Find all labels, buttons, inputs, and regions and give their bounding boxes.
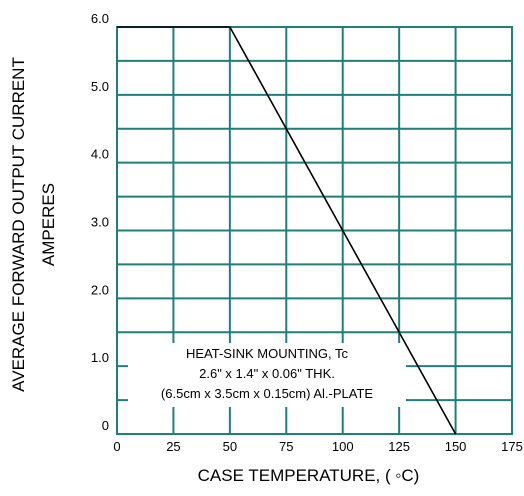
- y-tick-labels: 0 1.0 2.0 3.0 4.0 5.0 6.0: [91, 11, 109, 433]
- annotation-line: (6.5cm x 3.5cm x 0.15cm) Al.-PLATE: [161, 386, 373, 401]
- heat-sink-annotation: HEAT-SINK MOUNTING, Tc 2.6" x 1.4" x 0.06…: [128, 343, 406, 407]
- x-tick-label: 100: [332, 439, 354, 454]
- y-tick-label: 0: [102, 418, 109, 433]
- y-axis-title-line: AVERAGE FORWARD OUTPUT CURRENT: [9, 57, 28, 392]
- x-tick-labels: 0 25 50 75 100 125 150 175: [113, 439, 522, 454]
- y-tick-label: 6.0: [91, 11, 109, 26]
- annotation-line: 2.6" x 1.4" x 0.06" THK.: [199, 366, 335, 381]
- y-tick-label: 3.0: [91, 215, 109, 230]
- y-tick-label: 4.0: [91, 147, 109, 162]
- y-axis-title: AVERAGE FORWARD OUTPUT CURRENT AMPERES: [9, 57, 58, 392]
- series-line: [117, 26, 457, 435]
- x-tick-label: 50: [223, 439, 237, 454]
- x-tick-label: 175: [501, 439, 523, 454]
- y-axis-title-line: AMPERES: [39, 183, 58, 266]
- plot-frame: [116, 26, 513, 435]
- x-tick-label: 25: [166, 439, 180, 454]
- x-tick-label: 75: [279, 439, 293, 454]
- y-tick-label: 5.0: [91, 79, 109, 94]
- x-tick-label: 150: [445, 439, 467, 454]
- y-tick-label: 1.0: [91, 350, 109, 365]
- x-tick-label: 125: [388, 439, 410, 454]
- x-axis-title: CASE TEMPERATURE, ( ◦C): [198, 466, 420, 485]
- x-tick-label: 0: [113, 439, 120, 454]
- annotation-box: [128, 343, 406, 407]
- y-tick-label: 2.0: [91, 282, 109, 297]
- annotation-line: HEAT-SINK MOUNTING, Tc: [186, 346, 349, 361]
